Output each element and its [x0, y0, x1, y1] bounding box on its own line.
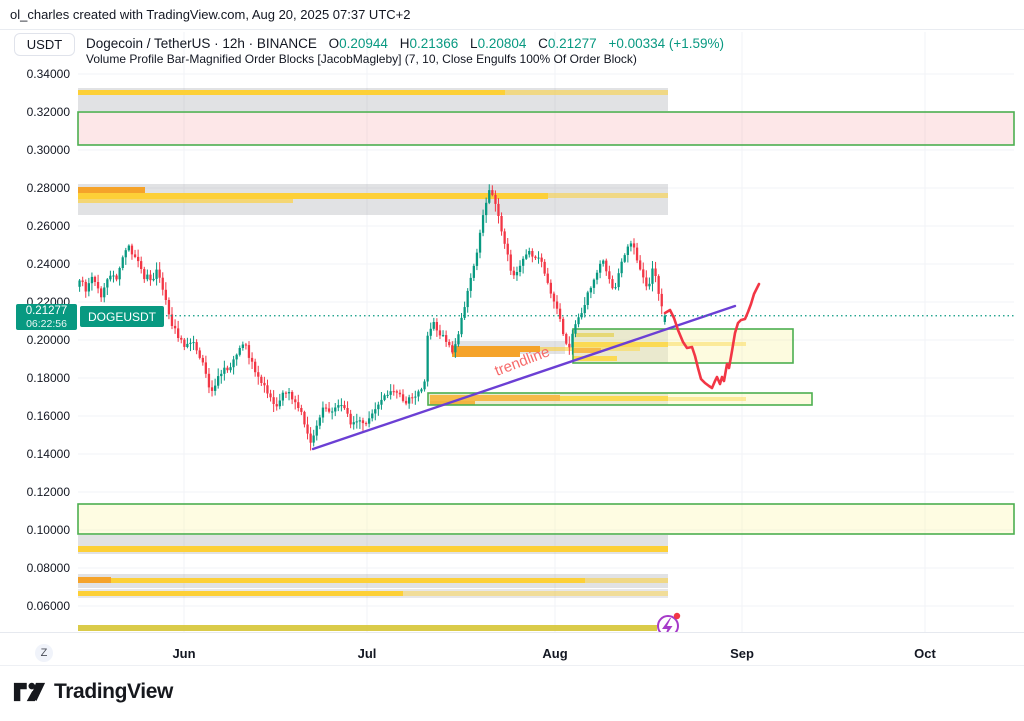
- demand-box-0.19-0.208: [572, 328, 794, 364]
- volume-profile-bar: [111, 578, 585, 583]
- price-tick-label: 0.30000: [26, 143, 70, 157]
- lightning-bolt-glyph: [662, 618, 673, 638]
- trendline-drawing: [311, 304, 737, 451]
- attribution-text: ol_charles created with TradingView.com,…: [10, 7, 411, 22]
- symbol-price-line-tag: DOGEUSDT: [80, 306, 165, 327]
- price-tick-label: 0.20000: [26, 333, 70, 347]
- price-tick-label: 0.28000: [26, 181, 70, 195]
- volume-profile-bar: [573, 356, 617, 361]
- volume-profile-bar: [668, 342, 746, 346]
- volume-profile-bar: [668, 397, 746, 401]
- price-tick-label: 0.12000: [26, 485, 70, 499]
- price-tick-label: 0.26000: [26, 219, 70, 233]
- price-tick-label: 0.32000: [26, 105, 70, 119]
- volume-profile-bar: [78, 625, 657, 631]
- tradingview-logo-icon: [13, 682, 46, 702]
- price-tick-label: 0.24000: [26, 257, 70, 271]
- demand-box-0.166-0.171: [427, 392, 813, 406]
- month-tick-label: Jun: [172, 646, 196, 661]
- month-tick-label: Oct: [914, 646, 936, 661]
- volume-profile-bar: [78, 90, 505, 95]
- candlestick-series: [78, 184, 666, 451]
- volume-profile-bar: [78, 199, 293, 203]
- volume-profile-bar: [78, 193, 548, 199]
- high-value: 0.21366: [409, 36, 459, 51]
- price-projection-drawing: [663, 282, 761, 390]
- price-tick-label: 0.18000: [26, 371, 70, 385]
- volume-profile-bar: [78, 577, 111, 583]
- tradingview-logo-text: TradingView: [54, 680, 173, 703]
- timezone-reset-button[interactable]: Z: [35, 644, 53, 662]
- price-tick-label: 0.34000: [26, 67, 70, 81]
- notification-dot: [673, 612, 681, 620]
- price-tick-label: 0.14000: [26, 447, 70, 461]
- bar-countdown: 06:22:56: [26, 318, 67, 330]
- low-value: 0.20804: [477, 36, 527, 51]
- volume-profile-bar: [430, 401, 475, 405]
- month-tick-label: Sep: [730, 646, 754, 661]
- change-value: +0.00334 (+1.59%): [608, 36, 725, 51]
- volume-profile-bar: [78, 546, 668, 552]
- close-label: C: [538, 36, 548, 51]
- volume-profile-bar: [560, 396, 668, 401]
- volume-profile-bar: [585, 578, 668, 583]
- supply-zone-0.30-0.32: [77, 111, 1015, 146]
- tradingview-logo[interactable]: TradingView: [13, 680, 173, 704]
- price-tick-label: 0.08000: [26, 561, 70, 575]
- volume-profile-bar: [430, 395, 560, 401]
- low-label: L: [470, 36, 478, 51]
- price-tick-label: 0.16000: [26, 409, 70, 423]
- open-label: O: [328, 36, 340, 51]
- volume-profile-bar: [78, 187, 145, 193]
- price-tick-label: 0.10000: [26, 523, 70, 537]
- current-price-label: 0.21277 06:22:56: [16, 304, 77, 330]
- symbol-title[interactable]: Dogecoin / TetherUS · 12h · BINANCE: [86, 36, 317, 51]
- time-axis[interactable]: Jun Jul Aug Sep Oct: [0, 632, 1024, 666]
- volume-profile-bar: [452, 346, 540, 352]
- high-label: H: [399, 36, 410, 51]
- open-value: 0.20944: [339, 36, 388, 51]
- volume-profile-bar: [576, 333, 614, 337]
- indicator-title[interactable]: Volume Profile Bar-Magnified Order Block…: [86, 52, 637, 66]
- price-tick-label: 0.06000: [26, 599, 70, 613]
- volume-profile-bar: [573, 348, 601, 353]
- demand-zone-0.10-0.114: [77, 503, 1015, 535]
- symbol-ohlc-row: Dogecoin / TetherUS · 12h · BINANCE O0.2…: [86, 36, 724, 51]
- volume-profile-bar: [78, 591, 403, 596]
- volume-profile-bar: [403, 591, 668, 596]
- volume-profile-bar: [505, 90, 668, 95]
- volume-profile-bar: [452, 352, 520, 357]
- current-price-value: 0.21277: [25, 305, 68, 317]
- month-tick-label: Jul: [357, 646, 377, 661]
- close-value: 0.21277: [547, 36, 597, 51]
- header-separator: [0, 29, 1024, 30]
- volume-profile-bar: [548, 193, 668, 198]
- price-axis[interactable]: 0.34000 0.32000 0.30000 0.28000 0.26000 0.240…: [0, 0, 78, 632]
- currency-toggle-button[interactable]: USDT: [14, 33, 75, 56]
- month-tick-label: Aug: [542, 646, 568, 661]
